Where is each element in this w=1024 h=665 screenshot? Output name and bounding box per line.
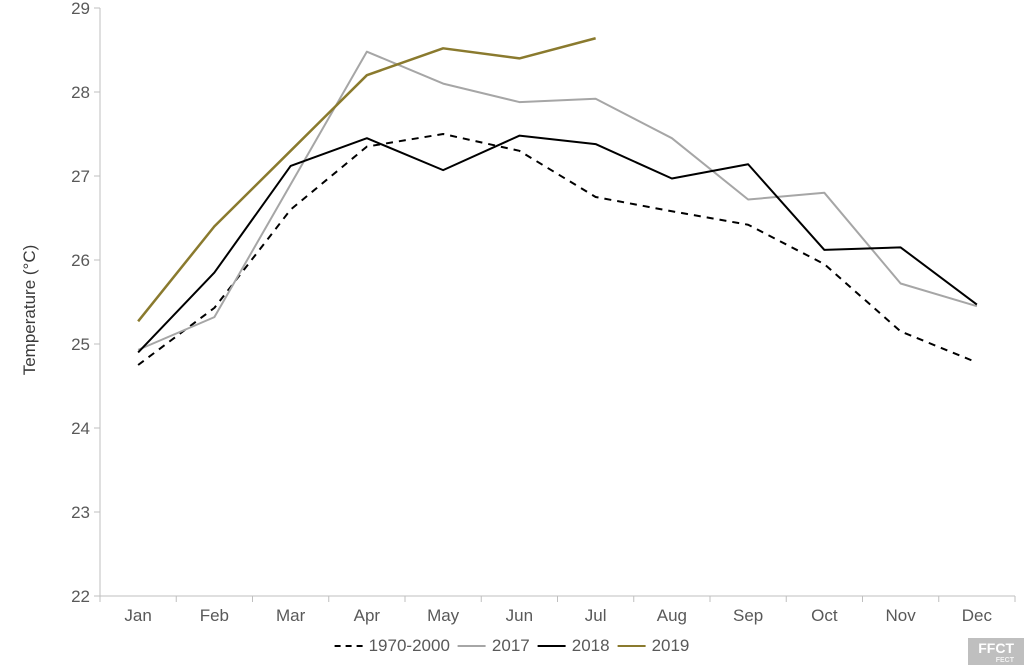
x-tick-label: Nov [876, 606, 926, 626]
y-tick-label: 27 [71, 167, 90, 187]
series-line [138, 136, 977, 353]
watermark-badge: FFCT FECT [968, 638, 1024, 665]
y-tick-label: 22 [71, 587, 90, 607]
y-tick-label: 28 [71, 83, 90, 103]
watermark-text: FFCT [978, 640, 1014, 656]
x-tick-label: Feb [189, 606, 239, 626]
series-line [138, 38, 596, 321]
x-tick-label: Jan [113, 606, 163, 626]
y-tick-label: 24 [71, 419, 90, 439]
x-tick-label: Jul [571, 606, 621, 626]
plot-area [0, 0, 1024, 665]
x-tick-label: Apr [342, 606, 392, 626]
legend-swatch [618, 645, 646, 647]
legend-label: 2018 [572, 636, 610, 656]
watermark-subtext: FECT [978, 657, 1014, 664]
series-line [138, 52, 977, 350]
x-tick-label: Oct [799, 606, 849, 626]
legend-label: 2019 [652, 636, 690, 656]
x-tick-label: Mar [266, 606, 316, 626]
x-tick-label: Dec [952, 606, 1002, 626]
legend-item: 1970-2000 [335, 636, 450, 656]
legend-label: 1970-2000 [369, 636, 450, 656]
x-tick-label: May [418, 606, 468, 626]
y-tick-label: 26 [71, 251, 90, 271]
y-tick-label: 29 [71, 0, 90, 19]
legend-swatch [335, 645, 363, 647]
x-tick-label: Aug [647, 606, 697, 626]
y-tick-label: 23 [71, 503, 90, 523]
y-tick-label: 25 [71, 335, 90, 355]
legend-item: 2018 [538, 636, 610, 656]
x-tick-label: Jun [494, 606, 544, 626]
chart-legend: 1970-2000 2017 2018 2019 [335, 636, 690, 656]
legend-item: 2017 [458, 636, 530, 656]
temperature-line-chart: Temperature (°C) 2223242526272829 JanFeb… [0, 0, 1024, 665]
legend-swatch [458, 645, 486, 647]
x-tick-label: Sep [723, 606, 773, 626]
legend-swatch [538, 645, 566, 647]
legend-label: 2017 [492, 636, 530, 656]
legend-item: 2019 [618, 636, 690, 656]
